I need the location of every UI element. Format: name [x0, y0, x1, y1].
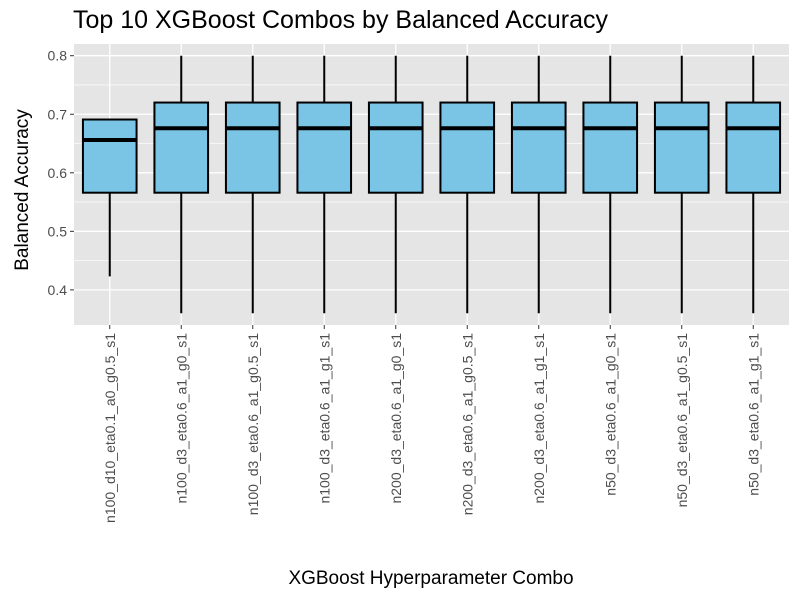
box-8 — [582, 55, 639, 314]
box-body — [653, 101, 710, 194]
box-4 — [296, 55, 353, 314]
y-tick-label: 0.5 — [48, 223, 68, 239]
y-axis-title: Balanced Accuracy — [12, 109, 33, 271]
box-body — [725, 101, 782, 194]
box-body — [296, 101, 353, 194]
box-1 — [81, 118, 138, 277]
y-tick-label: 0.8 — [48, 48, 68, 64]
box-2 — [153, 55, 210, 314]
x-tick-label: n100_d3_eta0.6_a1_g0.5_s1 — [245, 333, 261, 515]
x-tick-label: n100_d3_eta0.6_a1_g0_s1 — [173, 333, 189, 504]
x-tick-label: n200_d3_eta0.6_a1_g1_s1 — [531, 333, 547, 504]
y-tick-label: 0.6 — [48, 165, 68, 181]
y-tick-label: 0.7 — [48, 106, 68, 122]
boxes — [81, 55, 782, 314]
x-tick-label: n50_d3_eta0.6_a1_g0.5_s1 — [674, 333, 690, 508]
x-tick-label: n200_d3_eta0.6_a1_g0_s1 — [388, 333, 404, 504]
x-tick-label: n100_d10_eta0.1_a0_g0.5_s1 — [102, 333, 118, 523]
x-tick-label: n50_d3_eta0.6_a1_g0_s1 — [602, 333, 618, 496]
box-9 — [653, 55, 710, 314]
y-axis: 0.4 0.5 0.6 0.7 0.8 — [48, 48, 74, 298]
box-body — [367, 101, 424, 194]
x-axis-title: XGBoost Hyperparameter Combo — [288, 568, 573, 589]
box-body — [510, 101, 567, 194]
x-tick-label: n50_d3_eta0.6_a1_g1_s1 — [745, 333, 761, 496]
box-6 — [439, 55, 496, 314]
box-7 — [510, 55, 567, 314]
x-tick-label: n100_d3_eta0.6_a1_g1_s1 — [316, 333, 332, 504]
box-3 — [224, 55, 281, 314]
x-tick-label: n200_d3_eta0.6_a1_g0.5_s1 — [459, 333, 475, 515]
box-body — [81, 118, 138, 194]
box-body — [224, 101, 281, 194]
chart-title: Top 10 XGBoost Combos by Balanced Accura… — [73, 6, 609, 34]
x-axis: n100_d10_eta0.1_a0_g0.5_s1 n100_d3_eta0.6… — [102, 325, 761, 523]
box-10 — [725, 55, 782, 314]
box-body — [439, 101, 496, 194]
box-body — [582, 101, 639, 194]
y-tick-label: 0.4 — [48, 282, 68, 298]
box-5 — [367, 55, 424, 314]
box-body — [153, 101, 210, 194]
